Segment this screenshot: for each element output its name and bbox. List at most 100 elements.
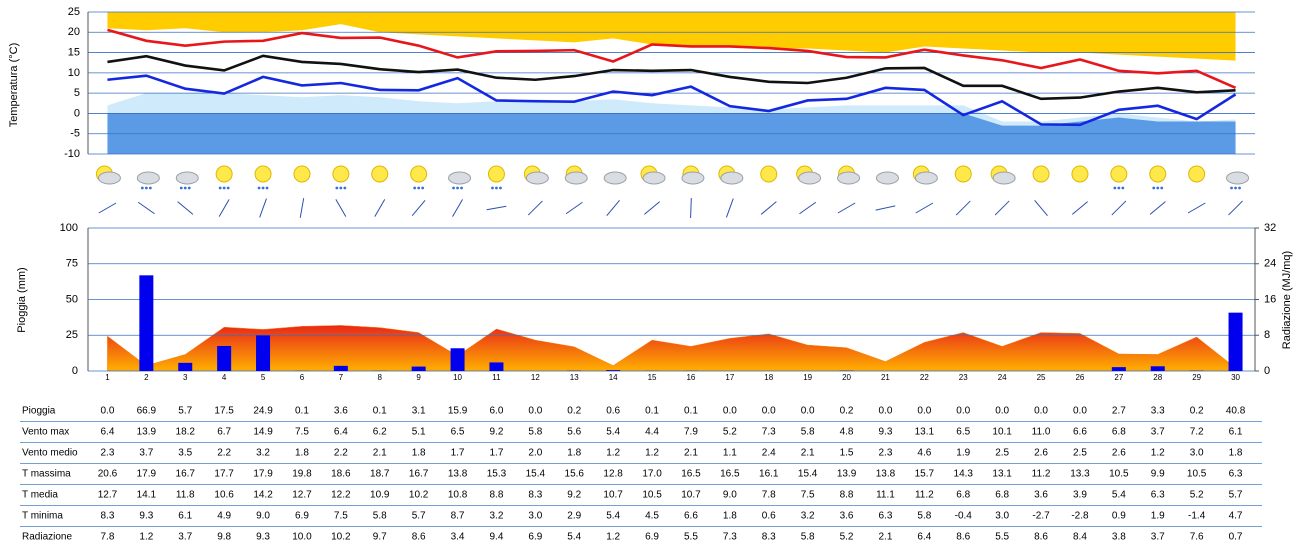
row-label: Radiazione (22, 532, 72, 543)
cell: 4.6 (917, 448, 931, 459)
cell: 3.6 (334, 406, 348, 417)
cell: 0.0 (100, 406, 114, 417)
weather-icon (95, 165, 121, 185)
x-tick-label: 24 (998, 373, 1007, 382)
cell: -2.7 (1032, 511, 1050, 522)
cell: 0.0 (917, 406, 931, 417)
sun (215, 165, 233, 183)
cell: 0.0 (1034, 406, 1048, 417)
x-tick-label: 7 (339, 373, 344, 382)
wind-arrow (335, 199, 347, 217)
sun (410, 165, 428, 183)
cell: 9.0 (723, 490, 737, 501)
wind-arrow (452, 199, 463, 217)
weather-icon (1110, 165, 1128, 190)
weather-icon (681, 165, 705, 185)
cell: 40.8 (1226, 406, 1246, 417)
sun (1071, 165, 1089, 183)
x-tick-label: 14 (609, 373, 618, 382)
cell: 13.9 (137, 427, 157, 438)
cell: 8.6 (412, 532, 426, 543)
cell: 2.5 (1073, 448, 1087, 459)
cell: 2.7 (1112, 406, 1126, 417)
cell: 3.0 (995, 511, 1009, 522)
rain-drop (140, 186, 144, 190)
cell: 8.8 (840, 490, 854, 501)
wind-arrow (875, 205, 896, 211)
weather-icon (215, 165, 233, 190)
cloud (720, 171, 744, 185)
rain-drop (218, 186, 222, 190)
cell: 7.5 (295, 427, 309, 438)
wind-arrow (760, 201, 777, 215)
weather-icon (760, 165, 778, 183)
cell: 3.7 (139, 448, 153, 459)
cell: 8.3 (100, 511, 114, 522)
rain-bar (606, 370, 621, 371)
temperature-line (107, 74, 1237, 127)
cell: 7.8 (762, 490, 776, 501)
cell: 17.0 (642, 469, 662, 480)
cell: 3.9 (1073, 490, 1087, 501)
cell: 6.8 (995, 490, 1009, 501)
cell: 5.8 (917, 511, 931, 522)
cell: 8.8 (489, 490, 503, 501)
cell: 5.2 (1190, 490, 1204, 501)
cell: 3.3 (1151, 406, 1165, 417)
sun (954, 165, 972, 183)
weather-icon (175, 171, 199, 190)
cell: 0.0 (1073, 406, 1087, 417)
cloud (1226, 171, 1250, 185)
weather-icon (564, 165, 588, 185)
x-tick-label: 26 (1075, 373, 1084, 382)
y2-axis-title: Radiazione (MJ/mq) (1281, 251, 1293, 349)
sun (332, 165, 350, 183)
y-tick-label: 25 (66, 329, 78, 341)
rain-drop (183, 186, 187, 190)
cell: 18.7 (370, 469, 390, 480)
cloud (642, 171, 666, 185)
cloud (525, 171, 549, 185)
cloud (875, 171, 899, 185)
cell: 15.3 (487, 469, 507, 480)
sun (1188, 165, 1206, 183)
rain-drop (1156, 186, 1160, 190)
cell: 16.7 (409, 469, 429, 480)
cell: 1.5 (840, 448, 854, 459)
cell: 1.8 (723, 511, 737, 522)
x-tick-label: 8 (378, 373, 383, 382)
wind-arrow (374, 199, 386, 217)
cell: 8.3 (762, 532, 776, 543)
cell: 9.0 (256, 511, 270, 522)
cell: 5.5 (684, 532, 698, 543)
cell: 6.1 (1229, 427, 1243, 438)
cell: 11.2 (1032, 469, 1051, 480)
weather-icon (523, 165, 549, 185)
y2-tick-label: 0 (1264, 365, 1270, 377)
rain-bar (333, 365, 348, 371)
wind-arrow (137, 201, 155, 215)
cell: 3.7 (178, 532, 192, 543)
rain-drop (421, 186, 425, 190)
x-tick-label: 30 (1231, 373, 1240, 382)
cell: 9.3 (878, 427, 892, 438)
weather-icon (332, 165, 350, 190)
cell: 15.4 (526, 469, 546, 480)
cell: 1.9 (956, 448, 970, 459)
rain-drop (343, 186, 347, 190)
cell: 1.9 (1151, 511, 1165, 522)
cell: 5.4 (1112, 490, 1126, 501)
cell: 0.0 (995, 406, 1009, 417)
wind-arrow (915, 202, 934, 214)
wind-arrow (725, 198, 734, 218)
cell: 16.1 (759, 469, 779, 480)
cell: 3.2 (801, 511, 815, 522)
cell: 0.1 (373, 406, 387, 417)
cell: 1.7 (451, 448, 465, 459)
cell: 8.4 (1073, 532, 1087, 543)
cell: 3.7 (1151, 532, 1165, 543)
cell: 7.5 (801, 490, 815, 501)
radiation-area (107, 325, 1236, 372)
wind-arrow (565, 201, 583, 215)
cell: 18.2 (176, 427, 196, 438)
